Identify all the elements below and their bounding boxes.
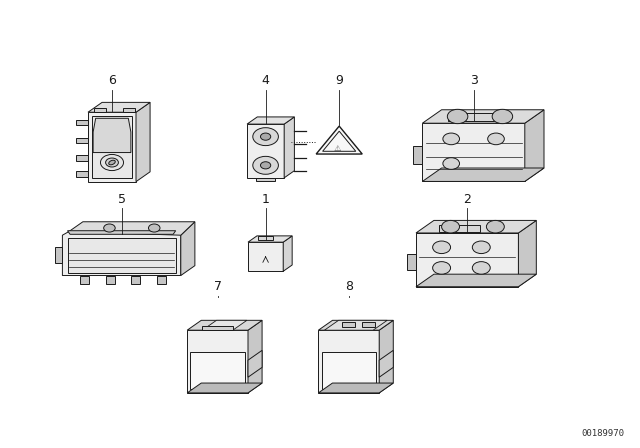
Polygon shape [422, 123, 525, 181]
Bar [258, 236, 273, 240]
Circle shape [442, 220, 460, 233]
Text: 1: 1 [262, 193, 269, 206]
Polygon shape [416, 274, 536, 287]
Polygon shape [525, 110, 544, 181]
Circle shape [443, 158, 460, 169]
Bar [131, 276, 140, 284]
Bar [77, 171, 88, 177]
Polygon shape [188, 330, 248, 393]
Bar [448, 113, 494, 121]
Polygon shape [380, 320, 393, 393]
Polygon shape [380, 350, 393, 377]
Circle shape [447, 109, 468, 124]
Polygon shape [413, 146, 422, 164]
Bar [77, 120, 88, 125]
Circle shape [253, 156, 278, 174]
Polygon shape [319, 320, 393, 330]
Circle shape [260, 133, 271, 140]
Bar [95, 108, 106, 112]
Bar [77, 155, 88, 161]
Circle shape [100, 155, 124, 171]
Polygon shape [319, 383, 393, 393]
Polygon shape [88, 102, 150, 112]
Text: 00189970: 00189970 [581, 429, 624, 438]
Polygon shape [136, 102, 150, 181]
Bar [342, 322, 355, 327]
Polygon shape [407, 254, 416, 270]
Bar [439, 225, 480, 232]
Circle shape [486, 220, 504, 233]
Circle shape [106, 158, 118, 167]
Circle shape [253, 128, 278, 146]
Bar [202, 326, 233, 330]
Circle shape [148, 224, 160, 232]
Bar [106, 276, 115, 284]
Bar [362, 322, 375, 327]
Circle shape [260, 162, 271, 169]
Polygon shape [180, 222, 195, 276]
Polygon shape [319, 330, 380, 393]
Circle shape [443, 133, 460, 145]
Polygon shape [283, 236, 292, 271]
Polygon shape [63, 232, 180, 276]
Polygon shape [422, 110, 544, 123]
Text: ⚠: ⚠ [333, 144, 341, 153]
Bar [157, 276, 166, 284]
Polygon shape [188, 320, 262, 330]
Text: 6: 6 [108, 74, 116, 87]
Polygon shape [316, 126, 362, 154]
Bar [256, 178, 275, 181]
Polygon shape [88, 112, 136, 181]
Polygon shape [284, 117, 294, 178]
Polygon shape [93, 118, 131, 153]
Text: 8: 8 [345, 280, 353, 293]
Polygon shape [422, 168, 544, 181]
Text: 9: 9 [335, 74, 343, 87]
Polygon shape [92, 116, 132, 178]
Polygon shape [247, 124, 284, 178]
Polygon shape [324, 320, 387, 330]
Polygon shape [248, 242, 283, 271]
Bar [322, 352, 376, 389]
Text: 4: 4 [262, 74, 269, 87]
Polygon shape [416, 220, 536, 233]
Circle shape [472, 262, 490, 274]
Polygon shape [188, 383, 262, 393]
Bar [80, 276, 89, 284]
Bar [68, 238, 175, 273]
Polygon shape [68, 231, 175, 234]
Polygon shape [202, 320, 247, 330]
Circle shape [488, 133, 504, 145]
Circle shape [472, 241, 490, 254]
Polygon shape [248, 320, 262, 393]
Text: 2: 2 [463, 193, 471, 206]
Text: 3: 3 [470, 74, 477, 87]
Text: 5: 5 [118, 193, 125, 206]
Circle shape [492, 109, 513, 124]
Polygon shape [416, 233, 518, 287]
Polygon shape [69, 222, 195, 235]
Circle shape [433, 241, 451, 254]
Bar [55, 247, 63, 263]
Bar [191, 352, 245, 389]
Ellipse shape [109, 160, 115, 165]
Polygon shape [248, 236, 292, 242]
Bar [77, 138, 88, 143]
Bar [123, 108, 135, 112]
Polygon shape [248, 350, 262, 377]
Text: 7: 7 [214, 280, 221, 293]
Polygon shape [247, 117, 294, 124]
Polygon shape [518, 220, 536, 287]
Circle shape [433, 262, 451, 274]
Circle shape [104, 224, 115, 232]
